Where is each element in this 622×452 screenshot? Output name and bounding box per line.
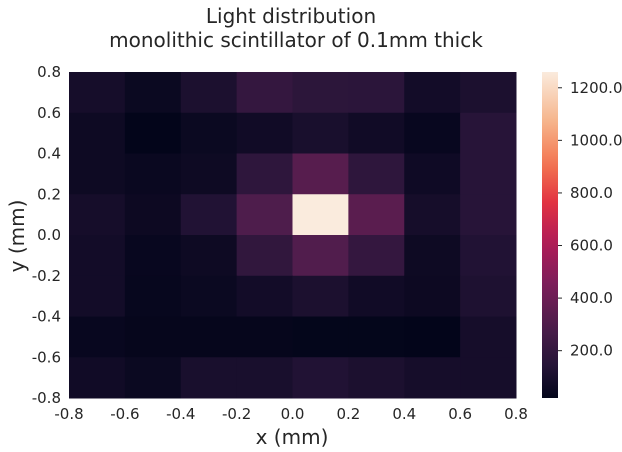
heatmap-cell (69, 112, 126, 154)
heatmap-cell (124, 153, 182, 195)
heatmap-cell (348, 153, 405, 195)
x-tick-label: 0.8 (504, 405, 528, 423)
heatmap-cell (180, 235, 238, 277)
heatmap-cell (460, 235, 517, 277)
heatmap-cell (236, 153, 293, 195)
y-tick-label: 0.0 (37, 226, 61, 244)
colorbar (542, 72, 558, 398)
heatmap-cell (236, 194, 293, 236)
heatmap-cell (236, 112, 293, 154)
heatmap-cell (292, 316, 349, 358)
y-axis-label: y (mm) (5, 200, 29, 273)
heatmap-cell (404, 275, 461, 317)
heatmap-cell (69, 72, 126, 114)
heatmap-cell (404, 235, 461, 277)
heatmap-cell (460, 72, 517, 114)
x-tick-label: 0.0 (281, 405, 305, 423)
y-tick-label: -0.2 (32, 267, 61, 285)
heatmap-cell (180, 194, 238, 236)
heatmap-cell (124, 275, 182, 317)
heatmap-cell (124, 235, 182, 277)
heatmap-cell (404, 194, 461, 236)
heatmap-cell (404, 153, 461, 195)
y-tick-label: -0.4 (32, 308, 61, 326)
x-tick-label: -0.8 (54, 405, 83, 423)
heatmap-cell (69, 153, 126, 195)
heatmap-cell (180, 72, 238, 114)
heatmap-cell (348, 112, 405, 154)
heatmap-cell (180, 357, 238, 399)
colorbar-ticks: 200.0 400.0 600.0 800.0 1000.0 1200.0 (558, 79, 622, 360)
x-axis-label: x (mm) (256, 425, 329, 449)
heatmap-cell (236, 72, 293, 114)
y-tick-label: 0.2 (37, 185, 61, 203)
heatmap-cell (460, 194, 517, 236)
heatmap-cell (404, 316, 461, 358)
heatmap-cell (460, 357, 517, 399)
heatmap-cell (69, 275, 126, 317)
x-axis-ticks: -0.8 -0.6 -0.4 -0.2 0.0 0.2 0.4 0.6 0.8 (54, 405, 528, 423)
x-tick-label: 0.4 (392, 405, 416, 423)
x-tick-label: -0.6 (110, 405, 139, 423)
y-tick-label: 0.6 (37, 104, 61, 122)
heatmap-cell (348, 235, 405, 277)
colorbar-tick-label: 600.0 (570, 237, 613, 255)
heatmap-cell (348, 72, 405, 114)
colorbar-tick-label: 1000.0 (570, 131, 622, 149)
heatmap-cell (124, 194, 182, 236)
heatmap-cell (460, 112, 517, 154)
y-tick-label: -0.6 (32, 348, 61, 366)
chart-subtitle: monolithic scintillator of 0.1mm thick (109, 28, 483, 52)
heatmap-cell (180, 112, 238, 154)
heatmap-cell (292, 112, 349, 154)
heatmap-cell (236, 235, 293, 277)
heatmap-cell (236, 275, 293, 317)
x-tick-label: 0.2 (336, 405, 360, 423)
heatmap-cell (460, 316, 517, 358)
heatmap-cell (124, 357, 182, 399)
heatmap-cell (292, 194, 349, 236)
y-tick-label: -0.8 (32, 389, 61, 407)
heatmap-cell (69, 357, 126, 399)
heatmap-cell (292, 72, 349, 114)
y-tick-label: 0.4 (37, 145, 61, 163)
heatmap-cell (460, 153, 517, 195)
heatmap-cell (292, 357, 349, 399)
x-tick-label: -0.2 (222, 405, 251, 423)
heatmap-cell (348, 275, 405, 317)
heatmap-cell (460, 275, 517, 317)
heatmap-cell (292, 235, 349, 277)
heatmap-cell (292, 275, 349, 317)
colorbar-tick-label: 200.0 (570, 342, 613, 360)
heatmap-cell (404, 357, 461, 399)
heatmap-cell (348, 194, 405, 236)
heatmap-cell (180, 153, 238, 195)
heatmap-cell (236, 357, 293, 399)
heatmap-cell (180, 275, 238, 317)
heatmap-cell (236, 316, 293, 358)
heatmap-cell (404, 112, 461, 154)
x-tick-label: 0.6 (448, 405, 472, 423)
heatmap-cell (180, 316, 238, 358)
colorbar-tick-label: 400.0 (570, 289, 613, 307)
heatmap-cells (69, 72, 517, 399)
heatmap-cell (348, 357, 405, 399)
x-tick-label: -0.4 (166, 405, 195, 423)
chart-title: Light distribution (206, 4, 376, 28)
heatmap-cell (124, 72, 182, 114)
colorbar-tick-label: 800.0 (570, 184, 613, 202)
y-tick-label: 0.8 (37, 63, 61, 81)
heatmap-cell (69, 235, 126, 277)
y-axis-ticks: -0.8 -0.6 -0.4 -0.2 0.0 0.2 0.4 0.6 0.8 (32, 63, 61, 407)
heatmap-cell (124, 316, 182, 358)
heatmap-cell (292, 153, 349, 195)
heatmap-cell (69, 316, 126, 358)
heatmap-cell (69, 194, 126, 236)
heatmap-cell (124, 112, 182, 154)
heatmap-cell (348, 316, 405, 358)
colorbar-tick-label: 1200.0 (570, 79, 622, 97)
heatmap-cell (404, 72, 461, 114)
